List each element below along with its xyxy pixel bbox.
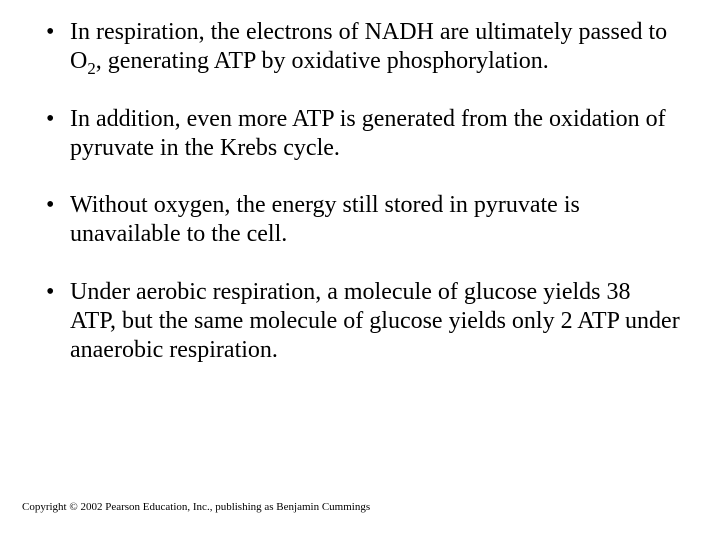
bullet-text-pre: Under aerobic respiration, a molecule of…	[70, 279, 680, 364]
bullet-list: In respiration, the electrons of NADH ar…	[40, 18, 680, 365]
copyright-text: Copyright © 2002 Pearson Education, Inc.…	[22, 501, 370, 514]
bullet-text-sub: 2	[87, 59, 95, 78]
bullet-text-pre: In addition, even more ATP is generated …	[70, 106, 666, 161]
bullet-text-post: , generating ATP by oxidative phosphoryl…	[96, 48, 549, 74]
bullet-item: Without oxygen, the energy still stored …	[40, 191, 680, 250]
bullet-item: In respiration, the electrons of NADH ar…	[40, 18, 680, 77]
bullet-item: In addition, even more ATP is generated …	[40, 105, 680, 164]
bullet-item: Under aerobic respiration, a molecule of…	[40, 278, 680, 366]
slide: In respiration, the electrons of NADH ar…	[0, 0, 720, 540]
bullet-text-pre: Without oxygen, the energy still stored …	[70, 192, 580, 247]
